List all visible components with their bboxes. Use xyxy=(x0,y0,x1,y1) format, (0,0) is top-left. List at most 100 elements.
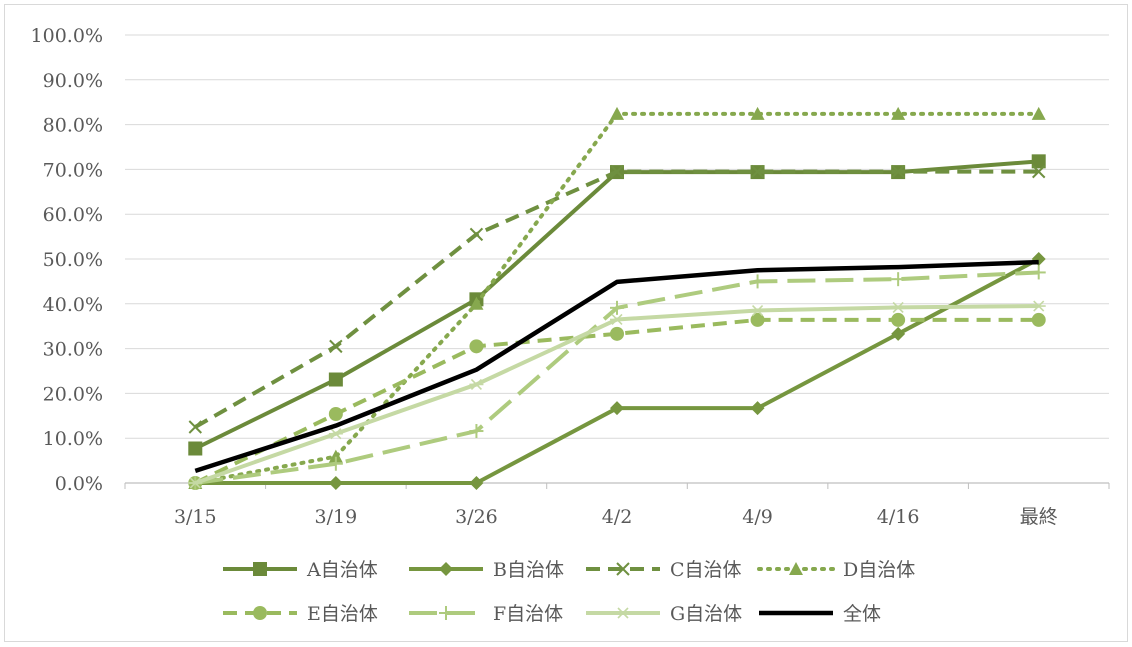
y-tick-label: 60.0% xyxy=(43,204,103,226)
y-tick-label: 90.0% xyxy=(43,70,103,92)
series-5 xyxy=(188,312,1046,490)
triangle-marker xyxy=(328,449,343,463)
circle-marker xyxy=(610,326,624,341)
series-7 xyxy=(188,300,1046,489)
x-marker-stroke xyxy=(469,227,484,242)
legend-item: 全体 xyxy=(759,603,881,625)
triangle-marker xyxy=(750,106,765,120)
x-marker xyxy=(891,164,905,179)
legend-label: F自治体 xyxy=(493,603,563,625)
series-lines xyxy=(188,106,1046,490)
square-marker xyxy=(188,441,203,456)
asterisk-marker-stroke xyxy=(617,607,629,619)
circle-marker xyxy=(469,339,484,354)
circle-marker xyxy=(891,312,906,327)
plus-marker xyxy=(750,274,765,289)
circle-marker xyxy=(1031,312,1046,327)
x-tick-label: 3/26 xyxy=(455,506,498,528)
legend-item: E自治体 xyxy=(223,603,378,625)
series-3 xyxy=(188,164,1046,434)
series-line xyxy=(195,257,1040,485)
asterisk-marker xyxy=(328,428,343,440)
legend-label: C自治体 xyxy=(670,559,742,581)
x-marker xyxy=(616,562,630,576)
chart-frame: 0.0% 10.0% 20.0% 30.0% 40.0% 50.0% 60.0% 70.0% 8… xyxy=(4,4,1128,642)
x-tick-label: 4/9 xyxy=(742,506,773,528)
diamond-marker xyxy=(439,562,453,576)
triangle-marker xyxy=(610,106,624,120)
asterisk-marker-stroke xyxy=(330,428,342,440)
asterisk-marker-stroke xyxy=(611,313,623,326)
y-tick-label: 0.0% xyxy=(55,473,103,495)
legend-label: G自治体 xyxy=(670,603,742,625)
x-axis-tick-labels: 3/15 3/19 3/26 4/2 4/9 4/16 最終 xyxy=(174,506,1058,528)
y-axis-tick-labels: 0.0% 10.0% 20.0% 30.0% 40.0% 50.0% 60.0% 70.0% 8… xyxy=(31,25,103,495)
circle-marker xyxy=(328,407,343,422)
plus-marker xyxy=(1031,265,1046,280)
y-tick-label: 100.0% xyxy=(31,25,103,47)
legend-item: G自治体 xyxy=(586,603,742,625)
legend-item: D自治体 xyxy=(757,559,915,581)
x-tick-label: 4/16 xyxy=(877,506,920,528)
series-line xyxy=(194,169,1039,429)
triangle-marker xyxy=(1031,106,1046,120)
y-tick-label: 30.0% xyxy=(43,339,103,361)
plus-marker xyxy=(891,272,906,287)
asterisk-marker xyxy=(1031,300,1046,312)
x-marker xyxy=(610,164,624,179)
y-tick-label: 10.0% xyxy=(43,428,103,450)
x-tick-label: 3/19 xyxy=(315,506,358,528)
plus-marker xyxy=(610,300,624,315)
x-marker-stroke xyxy=(188,420,202,434)
series-8 xyxy=(194,259,1039,474)
x-marker xyxy=(188,420,202,434)
diamond-marker xyxy=(328,476,343,490)
x-marker-stroke xyxy=(891,164,905,179)
x-tick-label: 4/2 xyxy=(602,506,633,528)
asterisk-marker-stroke xyxy=(1033,300,1045,312)
asterisk-marker-stroke xyxy=(892,301,904,313)
y-tick-label: 20.0% xyxy=(43,383,103,405)
square-marker xyxy=(253,562,267,576)
legend-item: F自治体 xyxy=(409,603,563,625)
legend-label: E自治体 xyxy=(307,603,378,625)
asterisk-marker xyxy=(610,313,624,326)
legend-label: 全体 xyxy=(843,603,881,625)
series-line xyxy=(194,259,1039,474)
triangle-marker xyxy=(789,562,803,575)
x-marker-stroke xyxy=(616,562,630,576)
plus-marker xyxy=(439,606,453,620)
diamond-marker xyxy=(750,401,765,416)
asterisk-marker xyxy=(750,304,765,317)
y-tick-label: 40.0% xyxy=(43,294,103,316)
x-marker-stroke xyxy=(1032,164,1046,179)
asterisk-marker-stroke xyxy=(189,477,201,489)
legend-label: B自治体 xyxy=(493,559,564,581)
legend-item: A自治体 xyxy=(223,559,378,581)
legend-label: D自治体 xyxy=(843,559,915,581)
square-marker xyxy=(328,372,343,387)
asterisk-marker xyxy=(891,301,906,313)
legend-item: C自治体 xyxy=(586,559,742,581)
x-marker xyxy=(1032,164,1046,179)
asterisk-marker xyxy=(616,607,630,619)
legend-item: B自治体 xyxy=(409,559,564,581)
x-marker-stroke xyxy=(329,339,343,354)
triangle-marker xyxy=(469,296,484,310)
triangle-marker xyxy=(891,106,906,120)
x-marker-stroke xyxy=(610,164,624,179)
x-marker xyxy=(750,164,765,179)
plus-marker xyxy=(469,424,484,439)
legend: A自治体 B自治体 C自治体 D自治体 E自治体 F自治体 G自治体 全体 xyxy=(223,559,915,625)
line-chart: 0.0% 10.0% 20.0% 30.0% 40.0% 50.0% 60.0% 70.0% 8… xyxy=(31,25,1110,625)
y-tick-label: 80.0% xyxy=(43,115,103,137)
square-marker xyxy=(1031,154,1046,169)
asterisk-marker xyxy=(469,378,484,391)
circle-marker xyxy=(750,312,765,327)
y-tick-label: 70.0% xyxy=(43,159,103,181)
legend-label: A自治体 xyxy=(306,559,378,581)
asterisk-marker xyxy=(188,477,203,489)
gridlines xyxy=(125,34,1109,439)
asterisk-marker-stroke xyxy=(470,378,482,391)
diamond-marker xyxy=(610,401,624,416)
